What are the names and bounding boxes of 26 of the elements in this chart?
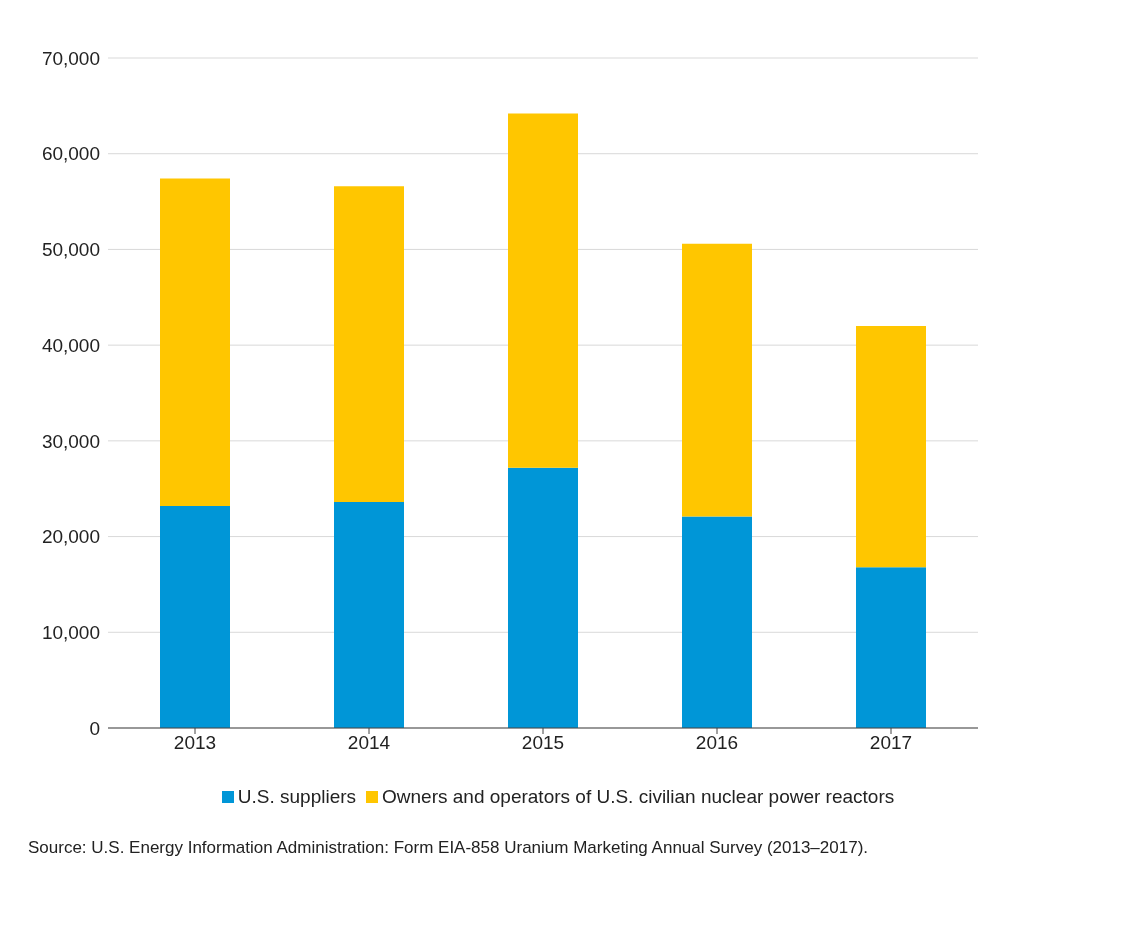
bar [508, 467, 578, 728]
x-tick-label: 2015 [521, 732, 565, 754]
bar [508, 113, 578, 468]
legend-label: U.S. suppliers [236, 786, 357, 808]
bar [682, 516, 752, 728]
bar [160, 178, 230, 506]
y-tick-label: 10,000 [41, 622, 100, 644]
bar [160, 505, 230, 728]
y-tick-label: 60,000 [41, 143, 100, 165]
legend-label: Owners and operators of U.S. civilian nuclear power reactors [381, 786, 895, 808]
y-tick-label: 70,000 [41, 47, 100, 69]
bar [856, 567, 926, 728]
source-note: Source: U.S. Energy Information Administration: Form EIA-858 Uranium Marketing Annual Survey (2013–2017). [28, 838, 869, 858]
y-tick-label: 20,000 [41, 526, 100, 548]
x-tick-label: 2016 [695, 732, 739, 754]
bar [856, 326, 926, 568]
x-tick-label: 2017 [869, 732, 913, 754]
bar [682, 243, 752, 517]
bar [334, 186, 404, 503]
y-tick-label: 0 [89, 717, 100, 739]
y-tick-label: 30,000 [41, 430, 100, 452]
y-tick-label: 40,000 [41, 334, 100, 356]
bar [334, 502, 404, 728]
x-tick-label: 2013 [173, 732, 217, 754]
y-tick-label: 50,000 [41, 239, 100, 261]
x-tick-label: 2014 [347, 732, 391, 754]
